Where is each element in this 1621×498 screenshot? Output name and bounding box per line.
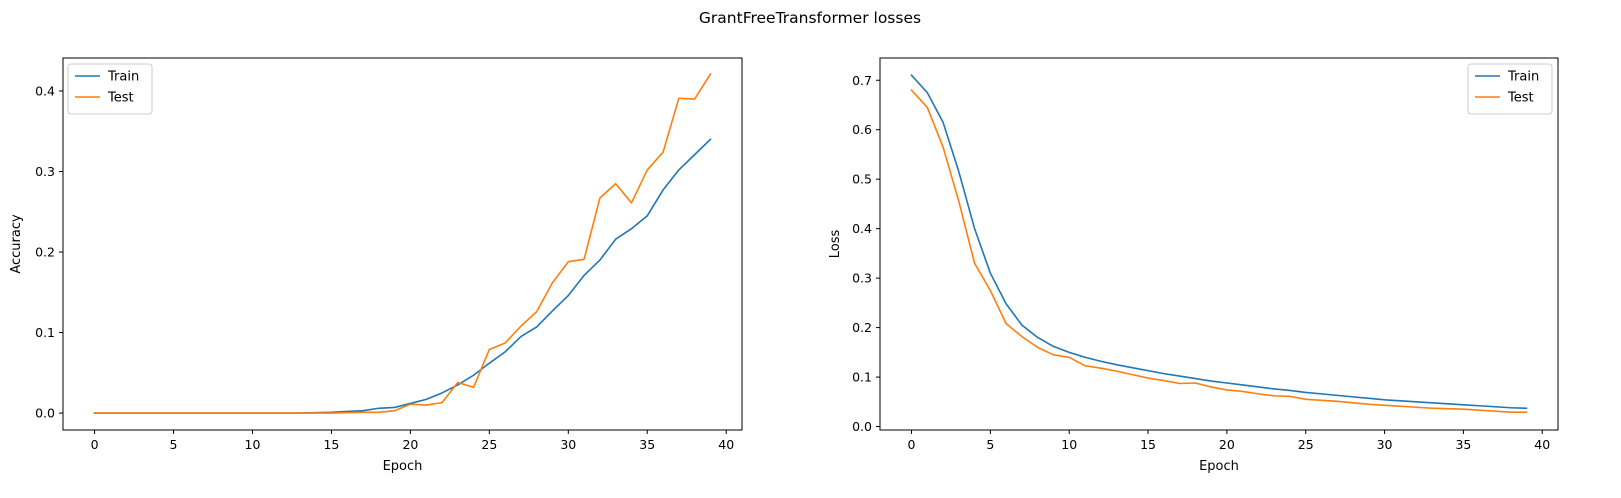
y-tick-label: 0.5 <box>852 172 872 187</box>
loss-chart: 0 5 10 15 20 25 30 35 40 0.00.10.20.30.40.50.60.… <box>828 57 1559 474</box>
accuracy-chart: 0 5 10 15 20 25 30 35 40 0.0 0.1 0.2 0.3 0.4 Epoch A… <box>9 57 743 474</box>
figure-title: GrantFreeTransformer losses <box>699 9 921 27</box>
series-line-train <box>910 74 1528 410</box>
y-axis-ticks: 0.0 0.1 0.2 0.3 0.4 0.5 0.6 0.7 <box>852 73 880 434</box>
y-tick-label: 0.6 <box>852 122 872 137</box>
x-tick-label: 40 <box>718 437 734 452</box>
y-tick-label: 0.2 <box>852 320 872 335</box>
x-tick-label: 35 <box>639 437 655 452</box>
x-tick-label: 30 <box>560 437 576 452</box>
x-tick-label: 20 <box>1219 437 1235 452</box>
axes-frame <box>62 57 743 431</box>
x-tick-label: 0 <box>908 437 916 452</box>
series-line-test <box>93 72 712 414</box>
y-axis-label: Loss <box>828 230 843 259</box>
y-axis-label: Accuracy <box>9 214 24 274</box>
legend: Train Test <box>1467 63 1553 115</box>
x-tick-label: 0 <box>91 437 99 452</box>
x-tick-label: 15 <box>323 437 339 452</box>
y-tick-label: 0.7 <box>852 73 872 88</box>
x-tick-label: 25 <box>1298 437 1314 452</box>
y-axis-ticks: 0.0 0.1 0.2 0.3 0.4 <box>35 84 63 421</box>
x-axis-ticks: 0 5 10 15 20 25 30 35 40 <box>908 430 1550 452</box>
x-tick-label: 5 <box>986 437 994 452</box>
y-tick-label: 0.3 <box>852 271 872 286</box>
x-tick-label: 15 <box>1140 437 1156 452</box>
legend-label-test: Test <box>1507 91 1534 106</box>
x-tick-label: 30 <box>1377 437 1393 452</box>
x-tick-label: 35 <box>1455 437 1471 452</box>
y-tick-label: 0.2 <box>35 245 55 260</box>
y-tick-label: 0.4 <box>35 84 55 99</box>
y-tick-label: 0.0 <box>35 406 55 421</box>
x-tick-label: 25 <box>481 437 497 452</box>
axes-frame <box>879 57 1559 431</box>
series-line-test <box>910 89 1528 413</box>
x-tick-label: 5 <box>170 437 178 452</box>
legend: Train Test <box>67 63 153 115</box>
x-tick-label: 10 <box>1061 437 1077 452</box>
x-axis-ticks: 0 5 10 15 20 25 30 35 40 <box>91 430 734 452</box>
x-axis-label: Epoch <box>1199 459 1239 474</box>
x-axis-label: Epoch <box>383 459 423 474</box>
y-tick-label: 0.0 <box>852 419 872 434</box>
x-tick-label: 20 <box>402 437 418 452</box>
plot-area <box>93 72 712 414</box>
y-tick-label: 0.1 <box>35 325 55 340</box>
x-tick-label: 10 <box>245 437 261 452</box>
legend-label-train: Train <box>1507 70 1539 85</box>
x-tick-label: 40 <box>1534 437 1550 452</box>
y-tick-label: 0.4 <box>852 221 872 236</box>
plot-area <box>910 74 1528 413</box>
y-tick-label: 0.3 <box>35 164 55 179</box>
y-tick-label: 0.1 <box>852 370 872 385</box>
legend-label-test: Test <box>107 91 134 106</box>
legend-label-train: Train <box>107 70 139 85</box>
series-line-train <box>93 138 712 414</box>
